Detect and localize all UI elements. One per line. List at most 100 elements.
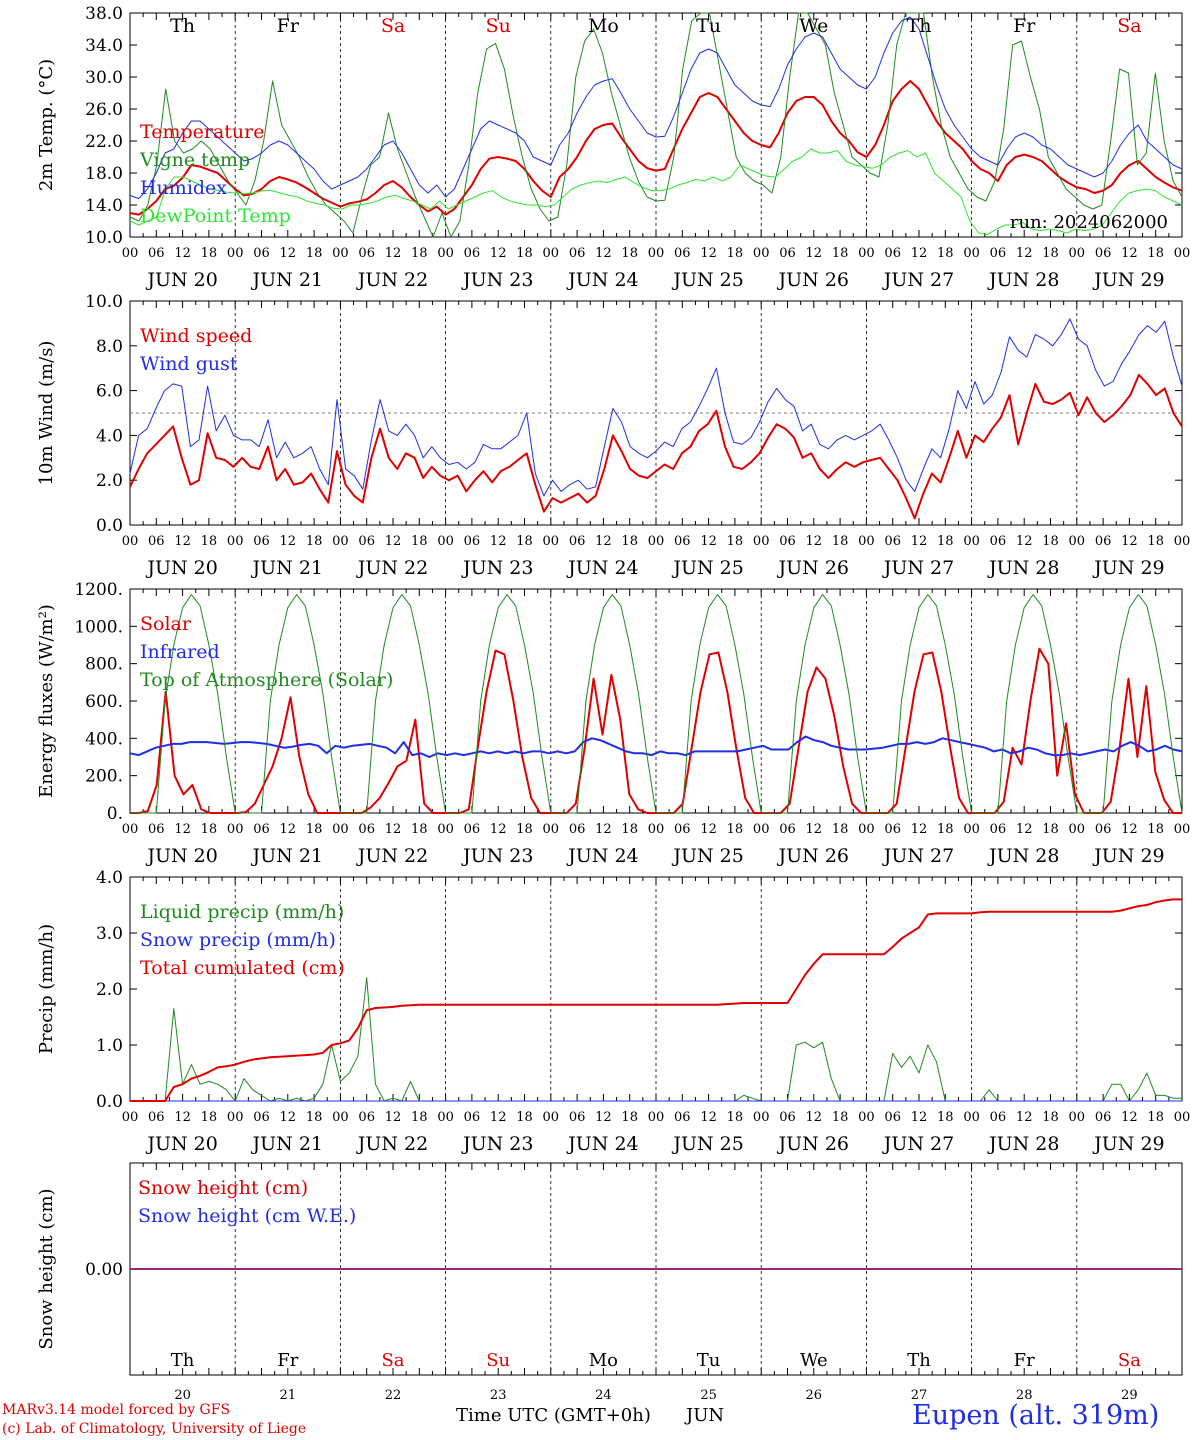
x-hour-label: 06: [884, 822, 901, 837]
x-hour-label: 06: [464, 246, 481, 261]
x-hour-label: 06: [358, 1110, 375, 1125]
series-line-dewpoint-temp: [129, 148, 1183, 236]
x-date-label: JUN 22: [356, 557, 428, 579]
day-name-label: Fr: [1014, 1350, 1035, 1371]
x-date-label: JUN 25: [671, 269, 743, 291]
x-hour-label: 12: [595, 246, 612, 261]
legend-entry: Total cumulated (cm): [140, 957, 345, 979]
y-tick-label: 0.0: [96, 1092, 123, 1112]
x-hour-label: 06: [884, 534, 901, 549]
x-hour-label: 18: [937, 822, 954, 837]
x-hour-label: 12: [806, 246, 823, 261]
y-axis-label: Precip (mm/h): [36, 924, 57, 1054]
x-hour-label: 12: [490, 1110, 507, 1125]
x-hour-label: 00: [1174, 534, 1191, 549]
x-date-label: JUN 27: [882, 269, 954, 291]
x-hour-label: 00: [753, 534, 770, 549]
x-hour-label: 00: [1069, 534, 1086, 549]
x-date-label: JUN 23: [461, 845, 533, 867]
station-name: Eupen (alt. 319m): [912, 1400, 1160, 1431]
x-date-label: JUN 28: [987, 845, 1059, 867]
x-hour-label: 18: [516, 534, 533, 549]
legend-entry: Top of Atmosphere (Solar): [140, 669, 393, 691]
x-hour-label: 12: [911, 246, 928, 261]
day-name-label: We: [799, 15, 828, 37]
x-hour-label: 12: [174, 246, 191, 261]
x-hour-label: 12: [911, 1110, 928, 1125]
x-hour-label: 06: [884, 246, 901, 261]
legend-entry: Solar: [140, 613, 192, 635]
x-date-label: JUN 26: [777, 845, 849, 867]
x-date-label: JUN 21: [251, 1133, 323, 1155]
x-hour-label: 12: [174, 1110, 191, 1125]
x-hour-label: 18: [621, 1110, 638, 1125]
x-hour-label: 18: [306, 822, 323, 837]
legend-entry: Snow height (cm W.E.): [138, 1205, 356, 1227]
x-hour-label: 06: [779, 1110, 796, 1125]
x-hour-label: 06: [569, 534, 586, 549]
x-hour-label: 00: [227, 534, 244, 549]
x-hour-label: 06: [358, 246, 375, 261]
x-hour-label: 00: [753, 1110, 770, 1125]
plot-frame: [129, 588, 1183, 814]
x-date-label: JUN 25: [671, 845, 743, 867]
x-hour-label: 12: [174, 534, 191, 549]
x-hour-label: 06: [1095, 822, 1112, 837]
x-hour-label: 06: [253, 1110, 270, 1125]
model-credit: MARv3.14 model forced by GFS (c) Lab. of…: [2, 1401, 306, 1439]
x-date-label: JUN 23: [461, 269, 533, 291]
x-date-label: JUN 26: [777, 269, 849, 291]
x-hour-label: 00: [858, 1110, 875, 1125]
x-hour-label: 18: [411, 1110, 428, 1125]
x-hour-label: 12: [280, 822, 297, 837]
y-tick-label: 38.0: [85, 4, 123, 24]
x-date-label: JUN 20: [145, 269, 217, 291]
x-hour-label: 06: [674, 534, 691, 549]
x-hour-label: 12: [1016, 246, 1033, 261]
x-date-label: JUN 22: [356, 269, 428, 291]
x-hour-label: 18: [1147, 822, 1164, 837]
day-name-label: Su: [486, 15, 511, 37]
x-hour-label: 12: [806, 534, 823, 549]
day-name-label: Th: [170, 15, 195, 37]
x-hour-label: 18: [1042, 246, 1059, 261]
y-tick-label: 2.0: [96, 980, 123, 1000]
x-hour-label: 18: [937, 246, 954, 261]
x-hour-label: 12: [1016, 1110, 1033, 1125]
x-hour-label: 06: [779, 246, 796, 261]
x-hour-label: 06: [358, 534, 375, 549]
x-hour-label: 12: [1121, 822, 1138, 837]
y-axis-label: Energy fluxes (W/m²): [36, 604, 57, 798]
x-hour-label: 00: [1069, 822, 1086, 837]
x-hour-label: 18: [1147, 246, 1164, 261]
x-hour-label: 18: [937, 1110, 954, 1125]
x-hour-label: 00: [543, 534, 560, 549]
x-hour-label: 06: [358, 822, 375, 837]
x-hour-label: 00: [543, 246, 560, 261]
x-hour-label: 18: [727, 534, 744, 549]
x-hour-label: 06: [569, 1110, 586, 1125]
series-line-infrared: [129, 735, 1183, 758]
x-hour-label: 18: [832, 822, 849, 837]
x-hour-label: 00: [963, 822, 980, 837]
x-hour-label: 06: [674, 1110, 691, 1125]
x-hour-label: 00: [648, 822, 665, 837]
x-hour-label: 18: [621, 822, 638, 837]
x-axis-title: Time UTC (GMT+0h): [456, 1405, 651, 1426]
y-tick-label: 4.0: [96, 426, 123, 446]
x-date-label: JUN 28: [987, 269, 1059, 291]
x-hour-label: 12: [700, 246, 717, 261]
x-date-label: JUN 21: [251, 557, 323, 579]
y-tick-label: 3.0: [96, 924, 123, 944]
x-date-label: JUN 20: [145, 557, 217, 579]
x-hour-label: 12: [595, 1110, 612, 1125]
x-hour-label: 06: [990, 1110, 1007, 1125]
x-hour-label: 12: [280, 1110, 297, 1125]
x-hour-label: 18: [1042, 822, 1059, 837]
legend-entry: Temperature: [140, 121, 264, 143]
x-hour-label: 00: [1174, 822, 1191, 837]
x-hour-label: 12: [700, 534, 717, 549]
y-tick-label: 0.0: [96, 516, 123, 536]
x-hour-label: 18: [1147, 534, 1164, 549]
x-day-number: 23: [490, 1388, 507, 1400]
